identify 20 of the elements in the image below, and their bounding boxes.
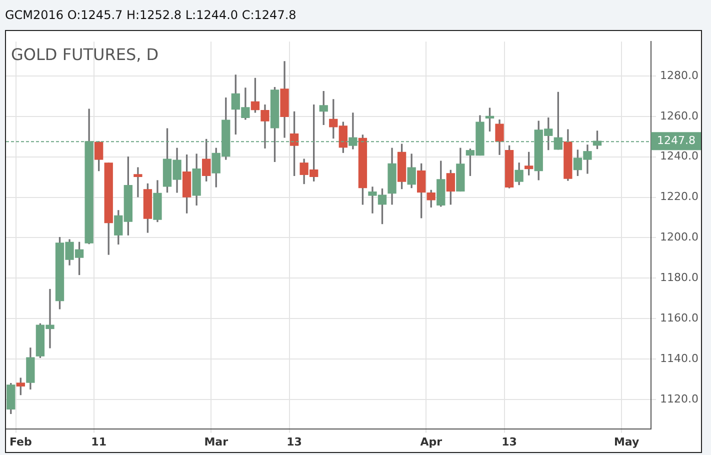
x-tick-label: 11 bbox=[91, 435, 106, 448]
y-tick-label: 1240.0 bbox=[660, 150, 698, 163]
y-tick-label: 1200.0 bbox=[660, 230, 698, 244]
candlestick bbox=[134, 167, 142, 198]
y-tick-label: 1140.0 bbox=[660, 352, 698, 365]
chart-title: GOLD FUTURES, D bbox=[11, 44, 159, 64]
y-tick-label: 1180.0 bbox=[660, 271, 698, 284]
y-tick-label: 1220.0 bbox=[660, 190, 698, 204]
y-tick-label: 1160.0 bbox=[660, 311, 698, 324]
x-tick-label: Feb bbox=[9, 435, 32, 448]
text: GCM2016 O:1245.7 H:1252.8 L:1244.0 C:1247.8 bbox=[4, 7, 298, 24]
x-tick-label: 13 bbox=[502, 435, 517, 448]
x-tick-label: Apr bbox=[420, 435, 443, 448]
y-tick-label: 1260.0 bbox=[660, 109, 698, 122]
x-tick-label: 13 bbox=[286, 435, 302, 448]
x-tick-label: May bbox=[614, 435, 640, 448]
x-tick-label: Mar bbox=[204, 435, 229, 448]
y-tick-label: 1280.0 bbox=[660, 68, 698, 82]
ref-line-label: 1247.8 bbox=[657, 134, 696, 147]
y-tick-label: 1120.0 bbox=[660, 392, 698, 406]
